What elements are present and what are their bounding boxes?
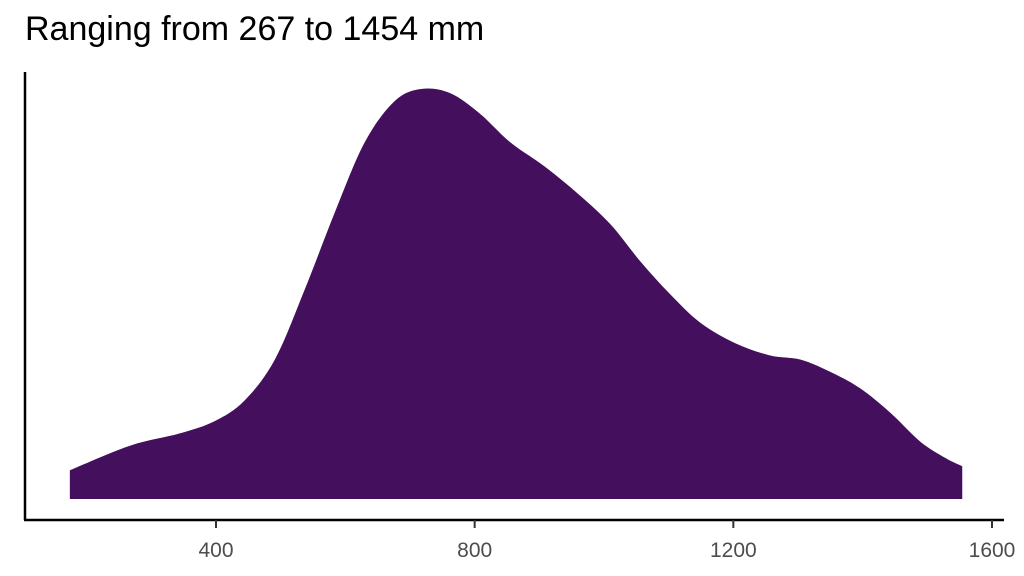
x-tick-label: 1600 <box>969 539 1016 562</box>
x-tick-label: 400 <box>198 539 233 562</box>
x-axis-ticks: 400 800 1200 1600 <box>198 520 1015 562</box>
x-tick-label: 800 <box>457 539 492 562</box>
x-tick-label: 1200 <box>710 539 757 562</box>
density-area <box>69 88 963 500</box>
chart-title: Ranging from 267 to 1454 mm <box>25 10 485 48</box>
